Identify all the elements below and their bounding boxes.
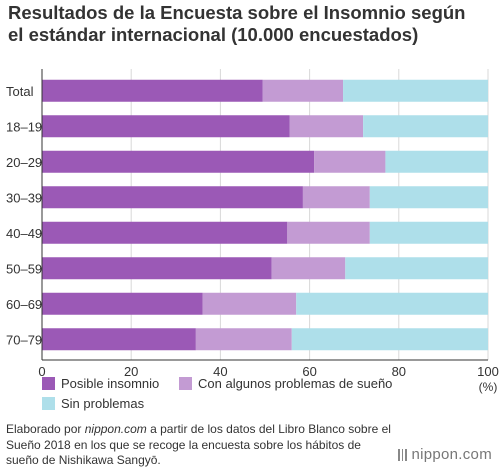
bar-30–39-series-2 bbox=[369, 186, 488, 209]
bar-18–19-series-1 bbox=[289, 115, 364, 138]
category-label: 50–59 bbox=[6, 261, 42, 276]
bar-60–69-series-2 bbox=[296, 292, 488, 315]
legend-label-some-problems: Con algunos problemas de sueño bbox=[198, 376, 393, 391]
category-label: 18–19 bbox=[6, 119, 42, 134]
bar-70–79-series-2 bbox=[291, 328, 488, 351]
bar-Total-series-0 bbox=[42, 79, 263, 102]
source-note: Elaborado por nippon.com a partir de los… bbox=[6, 422, 396, 469]
legend-swatch-some-problems bbox=[179, 377, 192, 390]
bar-18–19-series-0 bbox=[42, 115, 290, 138]
category-label: 70–79 bbox=[6, 332, 42, 347]
legend-item-no-problems: Sin problemas bbox=[42, 396, 144, 411]
bar-40–49-series-2 bbox=[369, 221, 488, 244]
chart-title-line-2: el estándar internacional (10.000 encues… bbox=[8, 24, 419, 45]
chart-title-line-1: Resultados de la Encuesta sobre el Insom… bbox=[8, 2, 466, 23]
source-note-part-2: a partir de los datos del Libro Blanco s… bbox=[6, 422, 391, 467]
legend-swatch-no-problems bbox=[42, 397, 55, 410]
x-tick-label-20: 20 bbox=[124, 364, 138, 379]
x-tick-label-40: 40 bbox=[213, 364, 227, 379]
axes: Total 18–19 20–29 30–39 40–49 50–59 60–69 70–79… bbox=[6, 69, 499, 394]
bar-30–39-series-0 bbox=[42, 186, 303, 209]
bar-Total-series-2 bbox=[343, 79, 488, 102]
x-tick-label-80: 80 bbox=[392, 364, 406, 379]
category-label: 60–69 bbox=[6, 297, 42, 312]
bar-40–49-series-1 bbox=[287, 221, 370, 244]
bar-20–29-series-2 bbox=[385, 150, 488, 173]
category-label: 40–49 bbox=[6, 226, 42, 241]
bar-30–39-series-1 bbox=[302, 186, 370, 209]
bar-50–59-series-2 bbox=[345, 257, 488, 280]
category-label: 30–39 bbox=[6, 190, 42, 205]
bar-Total-series-1 bbox=[262, 79, 344, 102]
category-label: Total bbox=[6, 84, 34, 99]
bar-50–59-series-1 bbox=[271, 257, 346, 280]
source-note-site: nippon.com bbox=[84, 422, 147, 436]
bar-70–79-series-1 bbox=[195, 328, 292, 351]
bar-20–29-series-1 bbox=[314, 150, 386, 173]
bars bbox=[42, 79, 488, 351]
nippon-logo-icon bbox=[398, 448, 408, 461]
source-note-part-1: Elaborado por bbox=[6, 422, 85, 436]
bar-20–29-series-0 bbox=[42, 150, 315, 173]
x-tick-label-0: 0 bbox=[38, 364, 45, 379]
grid-lines bbox=[130, 69, 489, 360]
chart-title: Resultados de la Encuesta sobre el Insom… bbox=[8, 2, 496, 46]
x-tick-label-60: 60 bbox=[302, 364, 316, 379]
legend-label-no-problems: Sin problemas bbox=[61, 396, 145, 411]
x-tick-label-100: 100 bbox=[477, 364, 499, 379]
stacked-bar-chart: Total 18–19 20–29 30–39 40–49 50–59 60–69 70–79… bbox=[6, 69, 499, 394]
bar-60–69-series-0 bbox=[42, 292, 203, 315]
legend-item-possible-insomnia: Posible insomnio bbox=[42, 376, 159, 391]
bar-18–19-series-2 bbox=[363, 115, 488, 138]
bar-50–59-series-0 bbox=[42, 257, 272, 280]
legend-label-possible-insomnia: Posible insomnio bbox=[61, 376, 160, 391]
bar-60–69-series-1 bbox=[202, 292, 297, 315]
bar-40–49-series-0 bbox=[42, 221, 288, 244]
legend-swatch-possible-insomnia bbox=[42, 377, 55, 390]
bar-70–79-series-0 bbox=[42, 328, 196, 351]
nippon-logo: nippon.com bbox=[398, 446, 492, 463]
category-label: 20–29 bbox=[6, 155, 42, 170]
x-axis-unit: (%) bbox=[479, 380, 498, 394]
nippon-logo-text: nippon.com bbox=[411, 446, 492, 463]
legend-item-some-problems: Con algunos problemas de sueño bbox=[179, 376, 392, 391]
